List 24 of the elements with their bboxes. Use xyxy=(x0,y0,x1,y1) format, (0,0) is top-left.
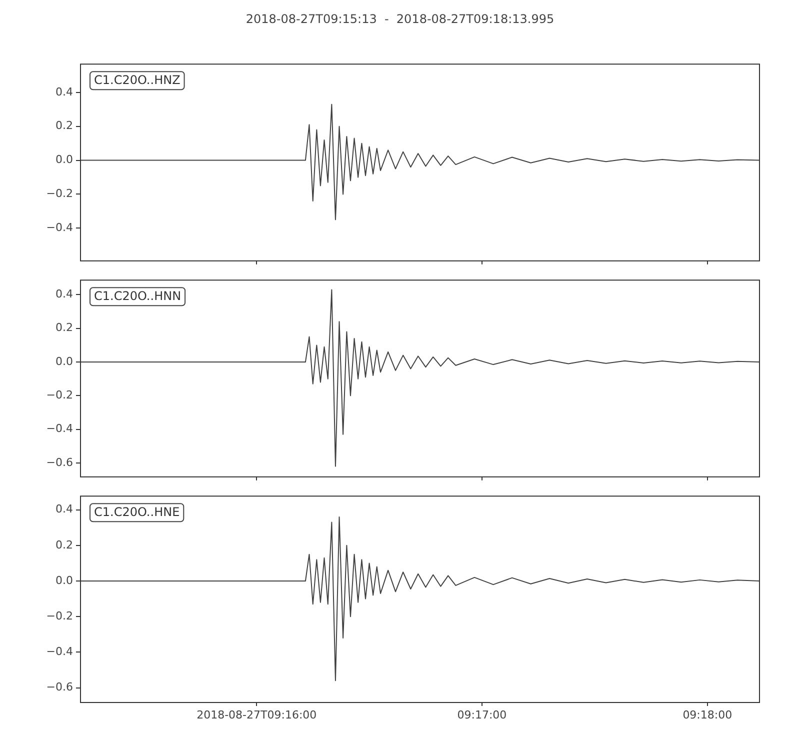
y-tick-label: −0.2 xyxy=(46,187,73,200)
y-tick-label: −0.2 xyxy=(46,388,73,402)
y-tick-label: 0.2 xyxy=(56,119,73,132)
x-tick-label: 2018-08-27T09:16:00 xyxy=(196,708,317,722)
y-tick-label: 0.4 xyxy=(56,85,73,98)
y-tick-label: −0.4 xyxy=(46,422,73,436)
chart-title: 2018-08-27T09:15:13 - 2018-08-27T09:18:13.995 xyxy=(244,11,556,28)
y-tick-label: −0.4 xyxy=(46,221,73,234)
y-tick-label: −0.6 xyxy=(46,680,73,694)
x-tick-label: 09:17:00 xyxy=(457,708,507,722)
y-tick-label: 0.4 xyxy=(56,502,73,516)
y-tick-label: 0.2 xyxy=(56,321,73,334)
annotation: C1.C20O..HNN xyxy=(94,289,182,304)
y-tick-label: −0.6 xyxy=(46,456,73,469)
annotation: C1.C20O..HNE xyxy=(94,505,180,520)
y-tick-label: 0.4 xyxy=(56,288,73,301)
y-tick-label: 0.2 xyxy=(56,538,73,552)
annotation: C1.C20O..HNZ xyxy=(94,73,180,88)
y-tick-label: −0.4 xyxy=(46,645,73,658)
y-tick-label: −0.2 xyxy=(46,609,73,622)
y-tick-label: 0.0 xyxy=(56,574,73,587)
x-tick-label: 09:18:00 xyxy=(682,708,732,722)
y-tick-label: 0.0 xyxy=(56,153,73,166)
y-tick-label: 0.0 xyxy=(56,354,73,368)
